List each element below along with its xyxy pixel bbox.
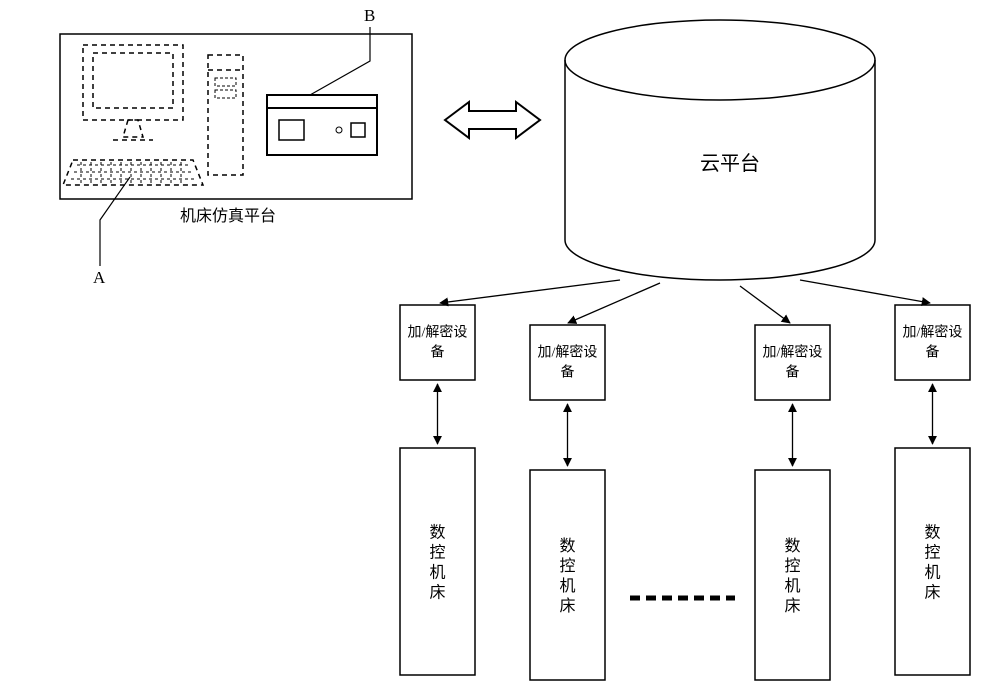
cnc-box-0	[400, 448, 475, 675]
cloud-to-enc-arrow-0	[440, 280, 620, 303]
undefined: 床	[429, 584, 445, 602]
undefined: 机	[924, 564, 940, 582]
callout-b-label: B	[364, 6, 375, 25]
cloud-to-enc-arrow-3	[800, 280, 930, 303]
encdec-label-3: 加/解密设	[903, 324, 963, 341]
encdec-box-3	[895, 305, 970, 380]
encdec-label-2: 加/解密设	[763, 344, 823, 361]
cnc-label-0: 数	[429, 524, 445, 542]
undefined: 控	[924, 544, 940, 562]
encdec-box-2	[755, 325, 830, 400]
svg-text:备: 备	[926, 344, 940, 361]
cnc-label-1: 数	[559, 537, 575, 555]
undefined: 控	[559, 557, 575, 575]
undefined: 控	[784, 557, 800, 575]
undefined: 控	[429, 544, 445, 562]
undefined: 床	[559, 597, 575, 615]
cnc-label-3: 数	[924, 524, 940, 542]
cloud-label: 云平台	[700, 152, 760, 175]
undefined: 机	[559, 577, 575, 595]
bidir-arrow	[445, 102, 540, 138]
callout-a-label: A	[93, 268, 106, 287]
callout-a-line	[100, 177, 130, 266]
callout-b-line	[310, 27, 370, 95]
encdec-label-1: 加/解密设	[538, 344, 598, 361]
equipment-box-icon	[267, 95, 377, 155]
cloud-to-enc-arrow-1	[568, 283, 660, 323]
cloud-to-enc-arrow-2	[740, 286, 790, 323]
undefined: 机	[429, 564, 445, 582]
undefined: 床	[784, 597, 800, 615]
svg-text:备: 备	[561, 364, 575, 381]
cnc-box-1	[530, 470, 605, 680]
encdec-label-0: 加/解密设	[408, 324, 468, 341]
encdec-box-0	[400, 305, 475, 380]
undefined: 床	[924, 584, 940, 602]
encdec-box-1	[530, 325, 605, 400]
cnc-box-3	[895, 448, 970, 675]
cloud-cylinder-top	[565, 20, 875, 100]
svg-text:备: 备	[431, 344, 445, 361]
cnc-label-2: 数	[784, 537, 800, 555]
cnc-box-2	[755, 470, 830, 680]
sim-platform-label: 机床仿真平台	[180, 207, 276, 225]
computer-icon	[63, 45, 243, 185]
undefined: 机	[784, 577, 800, 595]
svg-text:备: 备	[786, 364, 800, 381]
